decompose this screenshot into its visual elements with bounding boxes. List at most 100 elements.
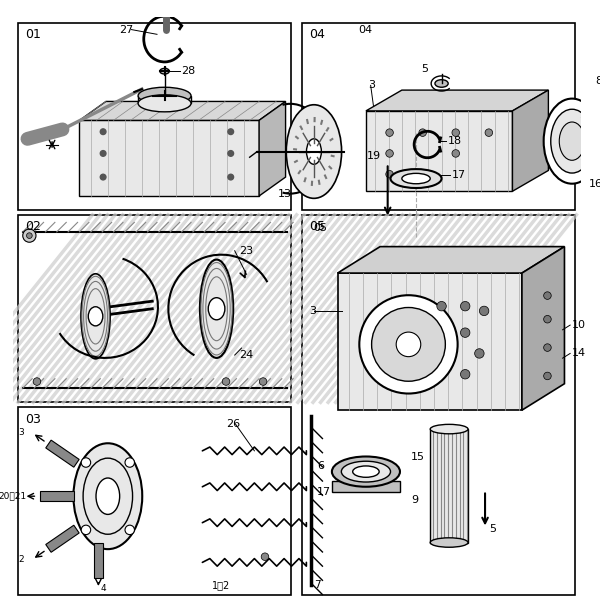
Text: 2: 2 — [18, 555, 23, 564]
Circle shape — [81, 525, 91, 535]
Circle shape — [475, 349, 484, 358]
Ellipse shape — [559, 122, 585, 160]
Circle shape — [125, 525, 134, 535]
Ellipse shape — [391, 169, 442, 188]
Ellipse shape — [544, 99, 600, 184]
Polygon shape — [430, 429, 468, 543]
Circle shape — [259, 378, 267, 386]
Text: 24: 24 — [239, 350, 254, 360]
Circle shape — [386, 150, 394, 157]
Bar — [18, 215, 292, 402]
Bar — [18, 23, 292, 210]
Circle shape — [419, 129, 427, 136]
Polygon shape — [512, 90, 548, 191]
Text: 6: 6 — [317, 461, 324, 471]
Text: 20、21: 20、21 — [0, 492, 26, 501]
Circle shape — [371, 307, 445, 381]
Circle shape — [396, 332, 421, 357]
Circle shape — [100, 150, 106, 156]
Circle shape — [33, 378, 41, 386]
Text: 10: 10 — [572, 320, 586, 330]
Text: 13: 13 — [278, 189, 292, 199]
Ellipse shape — [353, 466, 379, 477]
Ellipse shape — [96, 478, 119, 514]
Text: 16: 16 — [589, 179, 600, 188]
Circle shape — [228, 129, 233, 134]
Ellipse shape — [286, 105, 341, 198]
Text: 03: 03 — [26, 413, 41, 426]
Ellipse shape — [81, 274, 110, 359]
Text: 05: 05 — [313, 223, 327, 233]
Text: 4: 4 — [100, 585, 106, 593]
Circle shape — [100, 129, 106, 134]
Circle shape — [460, 328, 470, 338]
Text: 15: 15 — [412, 452, 425, 463]
Ellipse shape — [551, 109, 593, 173]
Ellipse shape — [73, 444, 142, 549]
Text: 26: 26 — [226, 419, 240, 429]
Ellipse shape — [332, 456, 400, 487]
Polygon shape — [338, 273, 522, 410]
Text: 23: 23 — [239, 246, 254, 256]
Circle shape — [485, 129, 493, 136]
Text: 27: 27 — [119, 25, 133, 34]
Text: 01: 01 — [26, 28, 41, 41]
Text: 5: 5 — [489, 524, 496, 534]
Circle shape — [544, 315, 551, 323]
Ellipse shape — [430, 538, 468, 547]
Circle shape — [452, 150, 460, 157]
Circle shape — [359, 295, 458, 394]
Ellipse shape — [200, 259, 233, 358]
Ellipse shape — [138, 87, 191, 104]
Circle shape — [261, 553, 269, 561]
Circle shape — [100, 174, 106, 180]
Polygon shape — [338, 246, 565, 273]
Bar — [18, 407, 292, 594]
Circle shape — [479, 306, 489, 315]
Circle shape — [437, 301, 446, 311]
Circle shape — [26, 233, 32, 238]
Ellipse shape — [88, 307, 103, 326]
Text: 3: 3 — [18, 428, 24, 437]
Polygon shape — [138, 95, 191, 103]
Circle shape — [544, 292, 551, 299]
Ellipse shape — [341, 461, 391, 482]
Circle shape — [460, 370, 470, 379]
Text: 02: 02 — [26, 221, 41, 233]
Bar — [40, 492, 74, 501]
Text: 7: 7 — [314, 580, 320, 590]
Ellipse shape — [430, 424, 468, 434]
Ellipse shape — [208, 298, 225, 320]
Text: 3: 3 — [368, 80, 375, 91]
Circle shape — [452, 129, 460, 136]
Polygon shape — [522, 246, 565, 410]
Text: 28: 28 — [182, 66, 196, 76]
Text: 17: 17 — [317, 487, 331, 498]
Bar — [46, 440, 79, 467]
Bar — [46, 525, 79, 553]
Polygon shape — [259, 102, 286, 196]
Bar — [302, 23, 575, 210]
Polygon shape — [366, 90, 548, 111]
Text: 19: 19 — [367, 151, 381, 161]
Circle shape — [544, 372, 551, 379]
Circle shape — [544, 344, 551, 351]
Text: 9: 9 — [412, 495, 418, 505]
Polygon shape — [366, 111, 512, 191]
Circle shape — [81, 458, 91, 468]
Bar — [302, 215, 575, 594]
Bar — [94, 543, 103, 578]
Text: 5: 5 — [421, 64, 428, 75]
Ellipse shape — [435, 79, 448, 87]
Text: 17: 17 — [452, 170, 466, 180]
Ellipse shape — [138, 95, 191, 112]
Circle shape — [228, 174, 233, 180]
Ellipse shape — [83, 458, 133, 534]
Circle shape — [386, 171, 394, 178]
Ellipse shape — [307, 139, 322, 164]
Text: 05: 05 — [309, 221, 325, 233]
Text: 14: 14 — [572, 349, 586, 359]
Text: 18: 18 — [448, 136, 463, 146]
Circle shape — [228, 150, 233, 156]
Circle shape — [23, 229, 36, 242]
